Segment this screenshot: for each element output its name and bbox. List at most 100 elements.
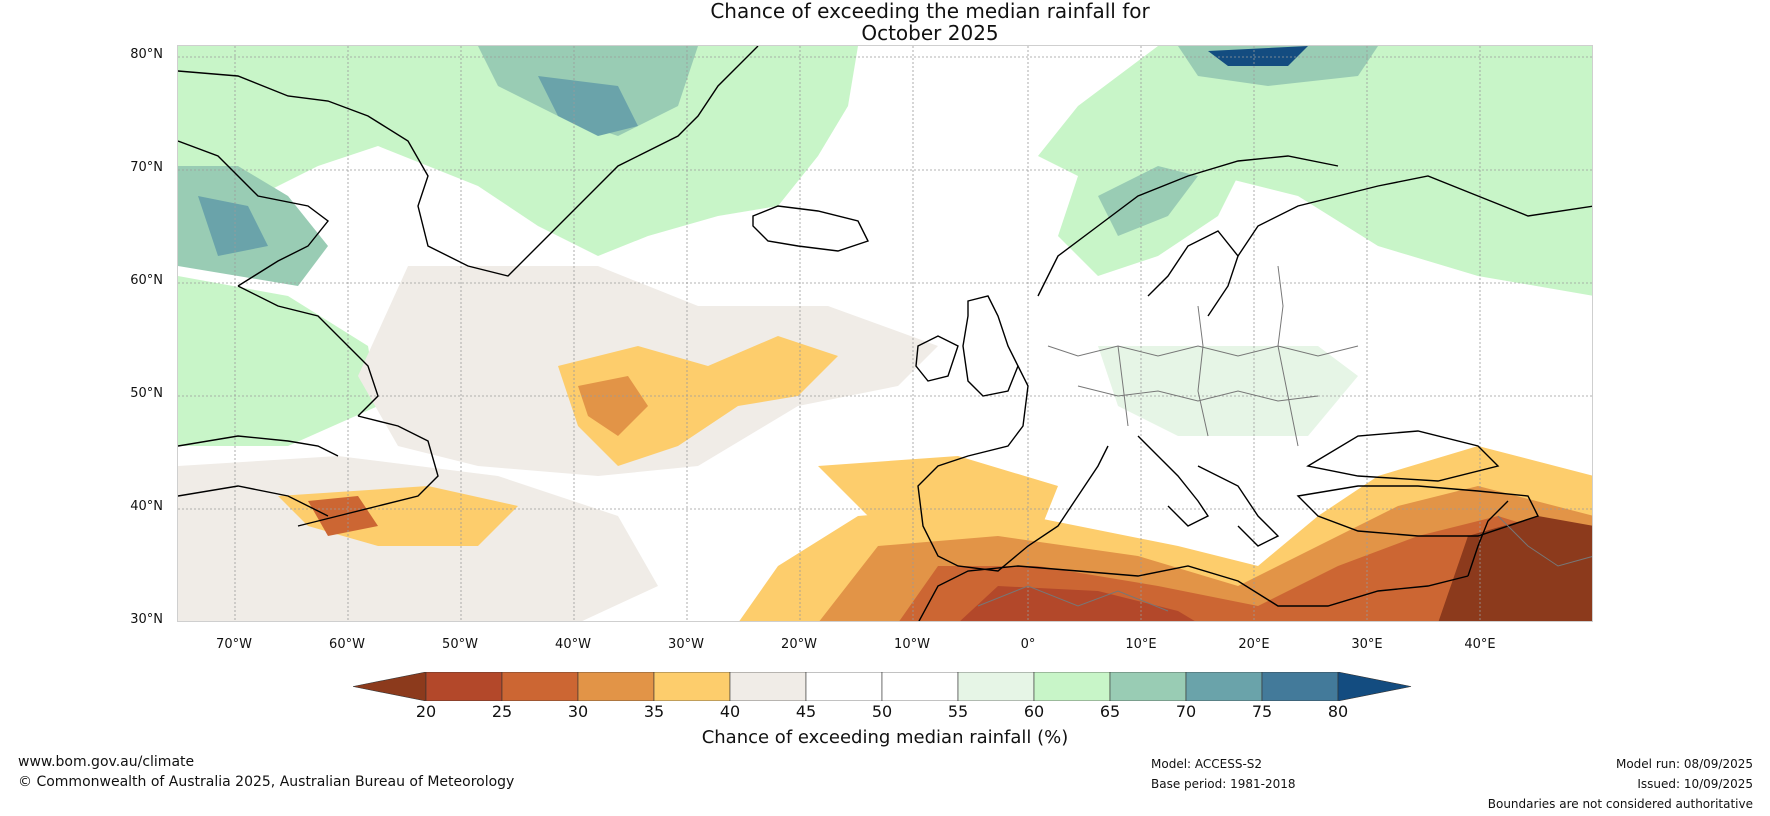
- colorbar-extend-low: [353, 672, 427, 701]
- wet-region-central-europe: [1098, 346, 1358, 436]
- coast-ireland: [915, 335, 959, 382]
- border-europe-1: [1047, 345, 1359, 357]
- lon-label-30w: 30°W: [668, 637, 704, 652]
- coast-finland-russia: [1237, 175, 1592, 257]
- dry-region-sahara-core: [960, 586, 1195, 621]
- colorbar-segment-35-40: [653, 672, 731, 701]
- lon-label-40w: 40°W: [555, 637, 591, 652]
- colorbar-tick-60: 60: [1023, 702, 1045, 721]
- colorbar-extend-high: [1337, 672, 1412, 701]
- footer-model: Model: ACCESS-S2: [1151, 757, 1263, 771]
- footer-base-period: Base period: 1981-2018: [1151, 777, 1296, 791]
- lat-label-80n: 80°N: [130, 47, 163, 62]
- wet-region-norway-core: [1098, 166, 1198, 236]
- country-borders: [977, 265, 1592, 612]
- coast-greenland-west: [178, 70, 639, 277]
- coast-north-africa: [918, 565, 1469, 621]
- colorbar-segment-50-55: [881, 672, 959, 701]
- lat-label-30n: 30°N: [130, 612, 163, 627]
- coast-newfoundland: [297, 415, 439, 527]
- coast-greenland-east: [637, 46, 759, 157]
- colorbar-tick-70: 70: [1175, 702, 1197, 721]
- coast-balkans-greece: [1197, 465, 1280, 547]
- footer-disclaimer: Boundaries are not considered authoritat…: [1487, 797, 1753, 811]
- border-europe-5: [1277, 265, 1299, 447]
- footer-website: www.bom.gov.au/climate: [18, 754, 195, 770]
- lon-label-10w: 10°W: [894, 637, 930, 652]
- colorbar-segment-55-60: [957, 672, 1035, 701]
- colorbar-tick-45: 45: [795, 702, 817, 721]
- colorbar-tick-80: 80: [1327, 702, 1349, 721]
- rainfall-map: [177, 45, 1593, 622]
- lon-label-0: 0°: [1020, 637, 1036, 652]
- colorbar-tick-25: 25: [491, 702, 513, 721]
- lon-label-10e: 10°E: [1125, 637, 1157, 652]
- footer-model-run: Model run: 08/09/2025: [1615, 757, 1753, 771]
- colorbar-tick-50: 50: [871, 702, 893, 721]
- lon-label-70w: 70°W: [216, 637, 252, 652]
- dry-region-azores-core: [308, 496, 378, 536]
- border-europe-3: [1117, 345, 1129, 427]
- border-europe-2: [1077, 385, 1319, 402]
- coast-great-britain: [962, 295, 1019, 397]
- colorbar-tick-30: 30: [567, 702, 589, 721]
- wet-region-canada-east: [178, 276, 378, 446]
- colorbar-tick-55: 55: [947, 702, 969, 721]
- border-africa-1: [977, 585, 1169, 612]
- lon-label-30e: 30°E: [1351, 637, 1383, 652]
- colorbar-tick-35: 35: [643, 702, 665, 721]
- lon-label-20e: 20°E: [1238, 637, 1270, 652]
- graticule: [178, 46, 1592, 621]
- colorbar-segment-40-45: [729, 672, 807, 701]
- map-canvas: [178, 46, 1592, 621]
- wet-region-barents: [1038, 46, 1592, 296]
- colorbar-segment-70-75: [1185, 672, 1263, 701]
- wet-region-greenland-core: [538, 76, 638, 136]
- lon-label-60w: 60°W: [329, 637, 365, 652]
- colorbar-segment-60-65: [1033, 672, 1111, 701]
- colorbar-segment-45-50: [805, 672, 883, 701]
- coast-sweden-baltic: [1147, 230, 1239, 317]
- border-middle-east: [1497, 515, 1592, 567]
- lat-label-70n: 70°N: [130, 160, 163, 175]
- colorbar-segment-20-25: [425, 672, 503, 701]
- colorbar-tick-75: 75: [1251, 702, 1273, 721]
- colorbar-segment-75-80: [1261, 672, 1339, 701]
- dry-region-atlantic-core: [578, 376, 648, 436]
- footer-copyright: © Commonwealth of Australia 2025, Austra…: [18, 774, 515, 790]
- colorbar-segment-30-35: [577, 672, 655, 701]
- wet-region-svalbard-core: [1208, 46, 1308, 66]
- coast-iceland: [752, 205, 869, 252]
- coast-nova-scotia: [178, 435, 339, 457]
- border-europe-4: [1197, 305, 1209, 437]
- lat-label-50n: 50°N: [130, 386, 163, 401]
- colorbar-tick-65: 65: [1099, 702, 1121, 721]
- coast-italy: [1137, 435, 1210, 527]
- coast-black-sea: [1306, 430, 1500, 482]
- lon-label-40e: 40°E: [1464, 637, 1496, 652]
- dry-region-atlantic-central: [558, 336, 838, 466]
- colorbar-tick-40: 40: [719, 702, 741, 721]
- lon-label-50w: 50°W: [442, 637, 478, 652]
- colorbar-label: Chance of exceeding median rainfall (%): [701, 727, 1069, 748]
- colorbar: [353, 672, 1412, 701]
- map-title-line2: October 2025: [861, 21, 999, 45]
- lat-label-60n: 60°N: [130, 273, 163, 288]
- lon-label-20w: 20°W: [781, 637, 817, 652]
- coast-norway: [1037, 155, 1339, 297]
- coast-turkey: [1296, 485, 1539, 537]
- coast-levant: [1467, 500, 1509, 577]
- lat-label-40n: 40°N: [130, 499, 163, 514]
- map-title-line1: Chance of exceeding the median rainfall …: [710, 0, 1150, 23]
- coast-france-iberia: [917, 365, 1109, 572]
- colorbar-tick-20: 20: [415, 702, 437, 721]
- coast-canada-north: [178, 140, 329, 287]
- coast-labrador: [237, 285, 379, 417]
- colorbar-segment-25-30: [501, 672, 579, 701]
- dry-region-levant-core: [1438, 516, 1592, 621]
- colorbar-segment-65-70: [1109, 672, 1187, 701]
- coast-us-east: [178, 485, 329, 517]
- coastlines: [178, 46, 1592, 621]
- footer-issued: Issued: 10/09/2025: [1637, 777, 1753, 791]
- wet-region-labrador-core: [198, 196, 268, 256]
